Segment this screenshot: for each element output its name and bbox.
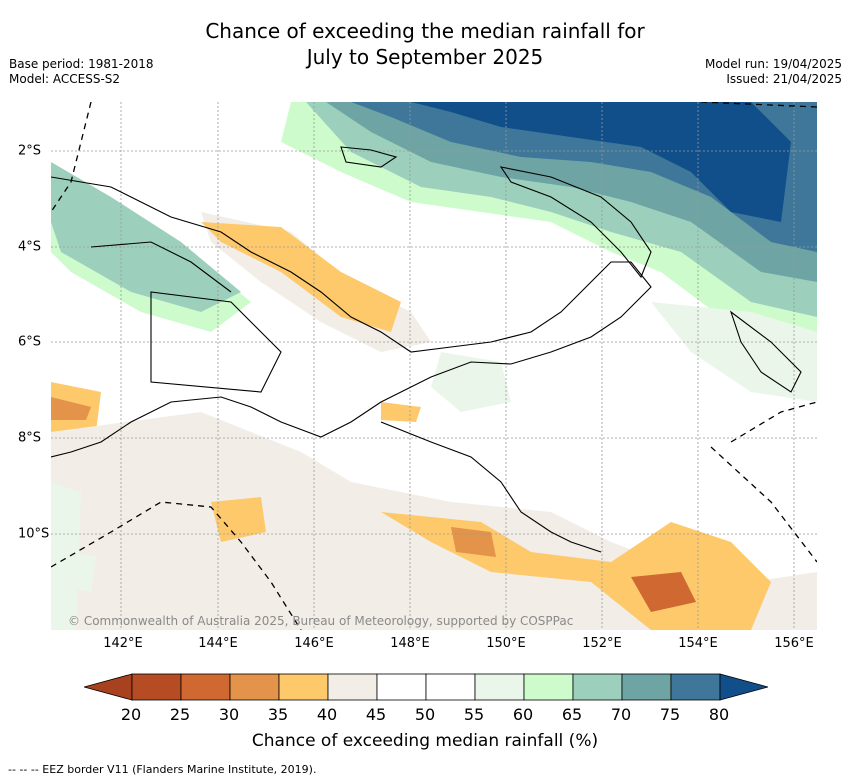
colorbar-bin-40-45: [327, 673, 378, 701]
chart-title: Chance of exceeding the median rainfall …: [0, 18, 850, 70]
x-tick-154e: 154°E: [678, 636, 718, 651]
colorbar-tick-55: 55: [463, 705, 485, 724]
rainfall-map: [51, 102, 817, 630]
coastline-new-britain: [499, 166, 652, 279]
colorbar: [82, 672, 770, 706]
colorbar-bin-45-50: [376, 673, 427, 701]
model-name: Model: ACCESS-S2: [9, 72, 121, 86]
coastlines: [51, 146, 802, 553]
colorbar-tick-30: 30: [218, 705, 240, 724]
colorbar-tick-80: 80: [708, 705, 730, 724]
colorbar-tick-50: 50: [414, 705, 436, 724]
shade-80-plus: [411, 102, 791, 222]
shade-35-40-sw: [211, 497, 266, 542]
colorbar-bin-55-60: [474, 673, 525, 701]
coastline-southeast: [380, 421, 602, 553]
shade-30-35-south: [451, 527, 496, 557]
colorbar-tick-35: 35: [267, 705, 289, 724]
eez-borders: [51, 102, 817, 630]
title-line-1: Chance of exceeding the median rainfall …: [205, 19, 645, 43]
colorbar-bin-65-70: [572, 673, 623, 701]
colorbar-bin-50-55: [425, 673, 476, 701]
coastline-new-guinea: [51, 176, 652, 458]
x-tick-142e: 142°E: [103, 636, 143, 651]
x-tick-146e: 146°E: [294, 636, 334, 651]
colorbar-svg: [82, 673, 770, 701]
colorbar-tick-45: 45: [365, 705, 387, 724]
x-tick-148e: 148°E: [390, 636, 430, 651]
shade-55-60-ne: [651, 302, 817, 402]
colorbar-tick-60: 60: [512, 705, 534, 724]
gridlines: [51, 102, 817, 630]
colorbar-label: Chance of exceeding median rainfall (%): [251, 731, 599, 751]
province-border-north: [90, 241, 232, 293]
coastline-bougainville: [729, 310, 802, 393]
eez-east: [730, 401, 817, 443]
colorbar-bin-20-25: [131, 673, 182, 701]
y-tick-10s: 10°S: [18, 526, 50, 542]
shade-30-35-west: [51, 397, 91, 420]
colorbar-tick-65: 65: [561, 705, 583, 724]
colorbar-bin-70-75: [621, 673, 672, 701]
colorbar-tick-20: 20: [120, 705, 142, 724]
colorbar-bin-25-30: [180, 673, 231, 701]
model-run: Model run: 19/04/2025: [704, 57, 842, 71]
eez-northeast: [700, 102, 817, 108]
x-tick-152e: 152°E: [582, 636, 622, 651]
colorbar-bin-35-40: [278, 673, 329, 701]
shade-55-60-small: [71, 552, 96, 592]
eez-southwest: [51, 501, 302, 630]
issued-date: Issued: 21/04/2025: [726, 72, 842, 86]
shade-65-70-west: [51, 162, 241, 312]
eez-northwest: [51, 102, 92, 213]
base-period: Base period: 1981-2018: [9, 57, 154, 71]
colorbar-arrow-low: [82, 673, 133, 701]
y-tick-2s: 2°S: [18, 143, 42, 159]
y-tick-8s: 8°S: [18, 430, 42, 446]
meta-left: Base period: 1981-2018 Model: ACCESS-S2: [9, 57, 154, 87]
probability-shading: [51, 102, 817, 630]
colorbar-tick-40: 40: [316, 705, 338, 724]
x-tick-156e: 156°E: [774, 636, 814, 651]
shade-35-40-central: [201, 222, 401, 332]
x-tick-150e: 150°E: [486, 636, 526, 651]
y-tick-4s: 4°S: [18, 239, 42, 255]
shade-55-60-east: [431, 352, 511, 412]
copyright-notice: © Commonwealth of Australia 2025, Bureau…: [68, 614, 574, 628]
province-border-west: [150, 291, 282, 393]
colorbar-bin-30-35: [229, 673, 280, 701]
title-line-2: July to September 2025: [306, 45, 544, 69]
colorbar-tick-75: 75: [659, 705, 681, 724]
eez-southeast: [710, 446, 817, 563]
colorbar-bin-60-65: [523, 673, 574, 701]
x-tick-144e: 144°E: [198, 636, 238, 651]
colorbar-bin-75-80: [670, 673, 721, 701]
shade-25-30-se: [631, 572, 696, 612]
eez-legend: -- -- -- EEZ border V11 (Flanders Marine…: [8, 763, 317, 776]
meta-right: Model run: 19/04/2025 Issued: 21/04/2025: [705, 57, 842, 87]
colorbar-tick-25: 25: [169, 705, 191, 724]
shade-35-40-small: [381, 402, 421, 422]
y-tick-6s: 6°S: [18, 334, 42, 350]
shade-55-60-sw: [51, 482, 81, 630]
colorbar-arrow-high: [719, 673, 770, 701]
colorbar-tick-70: 70: [610, 705, 632, 724]
coastline-manus: [340, 146, 398, 168]
map-svg: [51, 102, 817, 630]
